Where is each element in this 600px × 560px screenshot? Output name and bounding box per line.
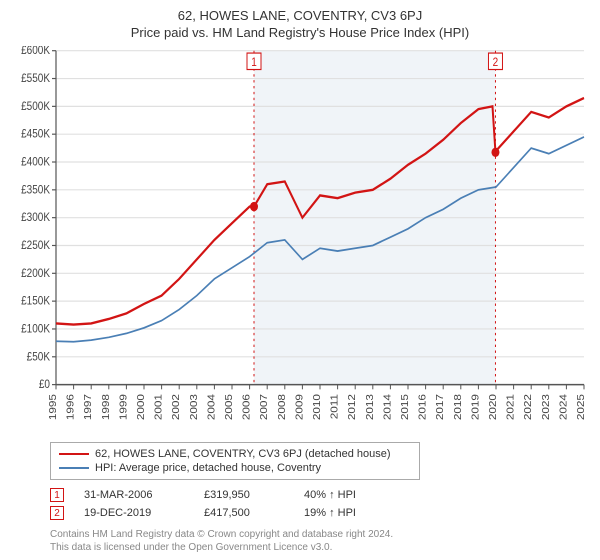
sale-marker-number: 2 — [493, 56, 499, 69]
x-tick-label: 1995 — [48, 394, 59, 420]
x-tick-label: 2001 — [153, 394, 164, 420]
x-tick-label: 2012 — [347, 394, 358, 420]
y-tick-label: £600K — [21, 46, 51, 57]
x-tick-label: 2019 — [470, 394, 481, 420]
x-tick-label: 1998 — [101, 394, 112, 420]
y-tick-label: £500K — [21, 100, 51, 113]
sale-price: £319,950 — [204, 489, 284, 501]
x-tick-label: 2016 — [417, 394, 428, 420]
legend-label: 62, HOWES LANE, COVENTRY, CV3 6PJ (detac… — [95, 448, 391, 460]
sale-row: 2 19-DEC-2019 £417,500 19% ↑ HPI — [50, 504, 590, 522]
x-tick-label: 2025 — [576, 394, 587, 420]
x-tick-label: 1996 — [65, 394, 76, 420]
x-tick-label: 1997 — [83, 394, 94, 420]
sale-row: 1 31-MAR-2006 £319,950 40% ↑ HPI — [50, 486, 590, 504]
footer-attribution: Contains HM Land Registry data © Crown c… — [50, 528, 590, 554]
x-tick-label: 2017 — [435, 394, 446, 420]
y-tick-label: £0 — [39, 378, 50, 391]
legend-row: 62, HOWES LANE, COVENTRY, CV3 6PJ (detac… — [59, 447, 411, 461]
x-tick-label: 2007 — [259, 394, 270, 420]
x-tick-label: 2003 — [189, 394, 200, 420]
y-tick-label: £250K — [21, 239, 51, 252]
y-tick-label: £400K — [21, 156, 51, 169]
y-tick-label: £450K — [21, 128, 51, 141]
chart-area: £0 £50K £100K £150K £200K £250K £300K £350K £400… — [10, 46, 590, 434]
legend-row: HPI: Average price, detached house, Cove… — [59, 461, 411, 475]
x-tick-label: 1999 — [118, 394, 129, 420]
price-chart: £0 £50K £100K £150K £200K £250K £300K £350K £400… — [10, 46, 590, 434]
sale-marker-icon: 1 — [50, 488, 64, 502]
sale-price: £417,500 — [204, 507, 284, 519]
x-tick-label: 2008 — [277, 394, 288, 420]
sale-diff: 40% ↑ HPI — [304, 489, 384, 501]
y-tick-label: £100K — [21, 323, 51, 336]
x-tick-label: 2002 — [171, 394, 182, 420]
legend: 62, HOWES LANE, COVENTRY, CV3 6PJ (detac… — [50, 442, 420, 480]
sale-marker-number: 1 — [251, 56, 257, 69]
page-subtitle: Price paid vs. HM Land Registry's House … — [10, 25, 590, 40]
x-tick-label: 2006 — [241, 394, 252, 420]
y-tick-label: £50K — [27, 351, 51, 364]
sale-date: 31-MAR-2006 — [84, 489, 184, 501]
y-tick-label: £300K — [21, 211, 51, 224]
page-title: 62, HOWES LANE, COVENTRY, CV3 6PJ — [10, 8, 590, 23]
legend-swatch — [59, 467, 89, 469]
y-tick-label: £550K — [21, 72, 51, 85]
y-tick-label: £150K — [21, 295, 51, 308]
x-tick-label: 2023 — [541, 394, 552, 420]
y-tick-label: £350K — [21, 184, 51, 197]
x-tick-label: 2018 — [453, 394, 464, 420]
x-tick-label: 2014 — [382, 394, 393, 420]
sale-diff: 19% ↑ HPI — [304, 507, 384, 519]
legend-swatch — [59, 453, 89, 455]
x-tick-label: 2000 — [136, 394, 147, 420]
y-tick-label: £200K — [21, 267, 51, 280]
x-tick-label: 2024 — [558, 394, 569, 420]
x-tick-label: 2011 — [329, 394, 340, 419]
chart-container: 62, HOWES LANE, COVENTRY, CV3 6PJ Price … — [0, 0, 600, 560]
sale-marker-icon: 2 — [50, 506, 64, 520]
x-tick-label: 2004 — [206, 394, 217, 420]
x-tick-label: 2022 — [523, 394, 534, 420]
x-tick-label: 2005 — [224, 394, 235, 420]
x-tick-label: 2021 — [505, 394, 516, 420]
footer-line-2: This data is licensed under the Open Gov… — [50, 541, 590, 554]
x-tick-label: 2020 — [488, 394, 499, 420]
x-tick-label: 2015 — [400, 394, 411, 420]
footer-line-1: Contains HM Land Registry data © Crown c… — [50, 528, 590, 541]
sale-date: 19-DEC-2019 — [84, 507, 184, 519]
sales-table: 1 31-MAR-2006 £319,950 40% ↑ HPI 2 19-DEC-201… — [50, 486, 590, 522]
x-tick-label: 2010 — [312, 394, 323, 420]
legend-label: HPI: Average price, detached house, Cove… — [95, 462, 321, 474]
x-tick-label: 2013 — [365, 394, 376, 420]
x-tick-label: 2009 — [294, 394, 305, 420]
